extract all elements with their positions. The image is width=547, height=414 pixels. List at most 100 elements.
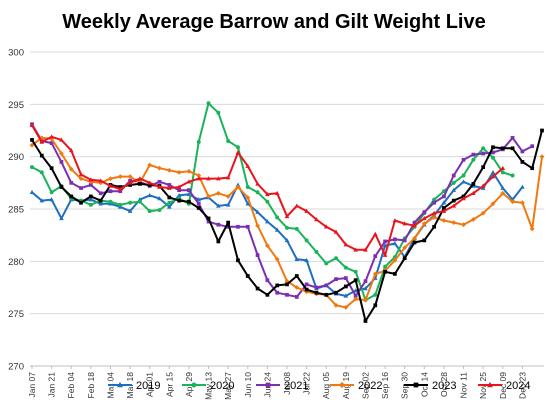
data-point [176,184,182,189]
data-point [334,277,338,281]
data-point [176,192,182,198]
data-point [363,319,368,323]
data-point [49,197,54,202]
data-point [343,284,348,289]
data-point [432,224,436,229]
data-point [412,223,417,228]
data-point [353,288,358,293]
data-point [265,278,270,283]
data-point [157,184,162,189]
data-point [29,189,35,195]
data-point [333,302,339,308]
data-point [314,217,319,222]
data-point [255,286,260,291]
data-point [461,222,466,228]
data-point [236,224,240,229]
data-point [255,209,260,214]
data-point [49,190,54,195]
y-tick-label: 270 [8,362,24,373]
data-point [255,223,260,229]
data-point [127,180,133,185]
data-point [157,165,162,171]
data-point [118,189,123,194]
data-point [196,201,201,206]
data-point [540,128,544,133]
legend-marker [413,382,419,388]
legend: 2019 2020 2021 2022 2023 2024 [108,380,530,392]
data-point [510,135,515,140]
data-point [69,194,74,199]
series-line [31,123,533,298]
y-tick-label: 275 [8,309,24,320]
data-point [108,183,113,188]
data-point [451,220,457,226]
data-point [206,176,211,181]
data-point [294,285,300,290]
data-point [69,180,74,185]
data-point [392,241,398,246]
data-point [324,261,329,266]
data-point [117,186,123,191]
data-point [39,170,44,175]
data-point [480,210,486,216]
data-point [167,183,172,187]
data-point [284,237,290,243]
data-point [451,203,457,208]
data-point [304,208,309,213]
data-point [383,269,387,274]
data-point [206,216,211,221]
data-point [461,179,466,184]
data-point [88,202,93,207]
x-tick-label: Dec 09 [498,372,508,399]
x-tick-label: Sep 02 [360,372,370,399]
data-point [225,194,231,199]
data-point [255,190,260,195]
data-point [441,208,447,213]
data-point [137,176,143,181]
data-point [167,195,172,200]
data-point [530,144,535,149]
x-tick-label: Jan 21 [47,372,57,398]
x-tick-label: Dec 23 [517,372,527,399]
data-point [166,204,172,209]
data-point [118,202,123,207]
data-point [196,140,201,144]
data-point [166,185,172,190]
x-tick-label: Apr 01 [145,372,155,397]
data-point [412,240,417,245]
data-point [491,150,495,155]
data-point [480,185,486,190]
data-point [29,122,35,128]
legend-marker [265,382,271,388]
data-point [304,289,310,295]
data-point [98,180,104,186]
x-tick-label: Oct 28 [439,372,449,397]
x-tick-label: May 27 [223,372,233,400]
data-point [294,274,299,278]
data-point [187,199,191,204]
data-point [59,137,64,142]
data-point [245,195,251,200]
data-point [363,297,368,303]
data-point [265,191,270,197]
data-point [431,212,437,218]
data-point [196,197,202,202]
data-point [520,149,525,154]
data-point [529,226,535,232]
data-point [274,190,280,196]
data-point [490,201,496,207]
data-point [30,138,34,142]
data-point [68,166,74,172]
data-point [235,145,240,150]
data-point [245,224,250,229]
legend-item: 2021 [256,380,308,392]
x-tick-label: Jan 07 [27,372,37,398]
data-point [294,203,300,208]
data-point [157,179,162,184]
data-point [481,151,486,156]
legend-item: 2023 [404,380,456,392]
data-point [470,217,476,222]
data-point [88,197,94,202]
data-point [383,264,388,269]
